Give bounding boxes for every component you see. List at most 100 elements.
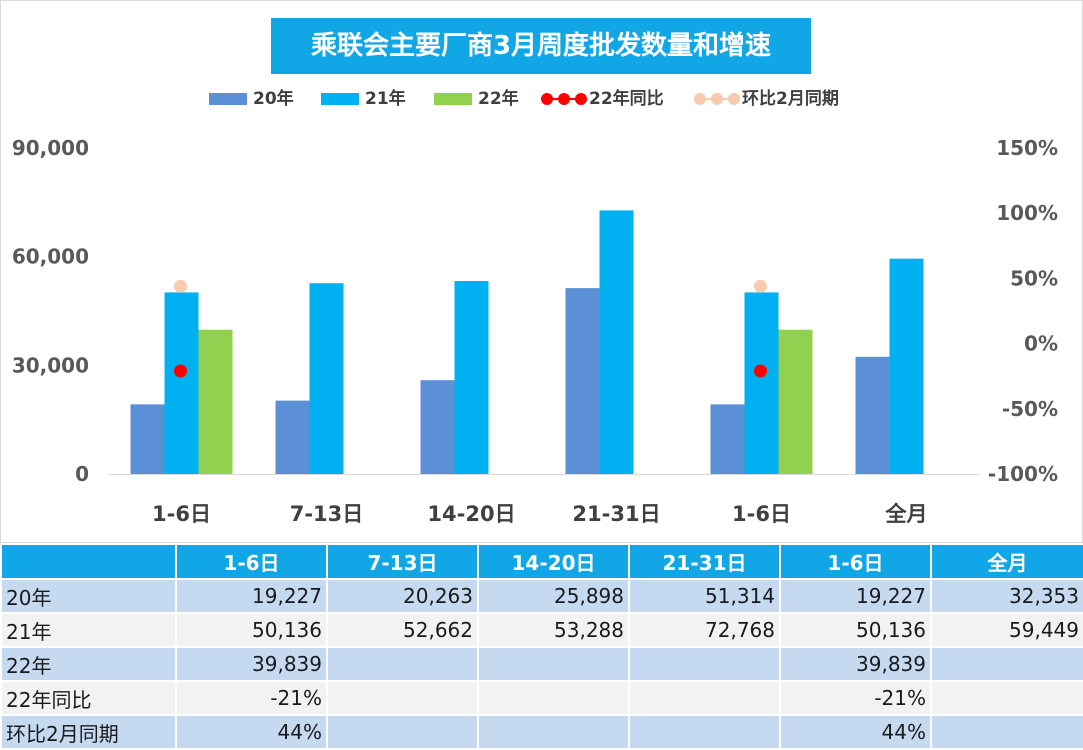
x-axis-tick: 全月 bbox=[885, 502, 928, 526]
bar-21年-0 bbox=[164, 292, 199, 474]
legend-label-22-yoy: 22年同比 bbox=[589, 89, 664, 109]
table-cell bbox=[326, 680, 479, 716]
table-cell: 50,136 bbox=[175, 612, 328, 648]
legend-item-21[interactable]: 21年 bbox=[321, 87, 406, 111]
marker-环比2月同期-0 bbox=[174, 279, 187, 293]
chart-plot: 0 30,000 60,000 90,000 -100% -50% 0% 50% 100% 150… bbox=[12, 136, 1058, 526]
table-cell: 20,263 bbox=[326, 578, 479, 614]
bar-20年-1 bbox=[275, 400, 310, 474]
y-axis-right-tick: 100% bbox=[996, 201, 1058, 225]
legend-label-22: 22年 bbox=[478, 89, 519, 109]
table-cell: 32,353 bbox=[930, 578, 1083, 614]
table-header-corner bbox=[0, 543, 177, 580]
legend-item-20[interactable]: 20年 bbox=[209, 87, 294, 111]
table-cell: 52,662 bbox=[326, 612, 479, 648]
table-cell bbox=[628, 646, 781, 682]
y-axis-left-tick: 30,000 bbox=[12, 353, 89, 377]
legend-swatch-21 bbox=[321, 93, 359, 105]
table-cell bbox=[326, 646, 479, 682]
bar-20年-3 bbox=[565, 288, 600, 474]
table-cell: 39,839 bbox=[779, 646, 932, 682]
table-cell bbox=[930, 714, 1083, 750]
table-cell: 51,314 bbox=[628, 578, 781, 614]
legend-item-22[interactable]: 22年 bbox=[434, 87, 519, 111]
bar-22年-4 bbox=[778, 329, 813, 474]
table-cell: 59,449 bbox=[930, 612, 1083, 648]
table-cell: -21% bbox=[779, 680, 932, 716]
table-cell: 25,898 bbox=[477, 578, 630, 614]
chart-legend: 20年 21年 22年 22年同比 环比2月同期 bbox=[201, 87, 881, 111]
table-cell bbox=[628, 680, 781, 716]
table-cell: -21% bbox=[175, 680, 328, 716]
y-axis-left-tick: 60,000 bbox=[12, 245, 89, 269]
table-cell bbox=[477, 680, 630, 716]
table-cell bbox=[628, 714, 781, 750]
table-row: 22年同比 -21% -21% bbox=[0, 680, 1083, 716]
marker-22年同比-4 bbox=[754, 364, 767, 378]
table-cell: 72,768 bbox=[628, 612, 781, 648]
table-row: 20年 19,227 20,263 25,898 51,314 19,227 3… bbox=[0, 578, 1083, 614]
table-row: 22年 39,839 39,839 bbox=[0, 646, 1083, 682]
x-axis-tick: 1-6日 bbox=[152, 502, 211, 526]
legend-swatch-20 bbox=[209, 93, 247, 105]
table-cell: 19,227 bbox=[175, 578, 328, 614]
legend-item-mom[interactable]: 环比2月同期 bbox=[694, 87, 839, 111]
table-cell bbox=[326, 714, 479, 750]
x-axis-tick: 14-20日 bbox=[427, 502, 515, 526]
table-row-label: 22年 bbox=[0, 646, 177, 682]
table-row-label: 21年 bbox=[0, 612, 177, 648]
table-header-cell: 7-13日 bbox=[326, 543, 479, 580]
table-header-cell: 1-6日 bbox=[779, 543, 932, 580]
table-row-label: 环比2月同期 bbox=[0, 714, 177, 750]
table-cell bbox=[477, 646, 630, 682]
legend-label-mom: 环比2月同期 bbox=[742, 89, 839, 109]
table-header-cell: 14-20日 bbox=[477, 543, 630, 580]
table-cell: 19,227 bbox=[779, 578, 932, 614]
table-cell: 44% bbox=[779, 714, 932, 750]
y-axis-left-tick: 0 bbox=[75, 462, 89, 486]
legend-label-20: 20年 bbox=[253, 89, 294, 109]
bar-20年-5 bbox=[855, 356, 890, 474]
table-row-label: 22年同比 bbox=[0, 680, 177, 716]
table-header-row: 1-6日 7-13日 14-20日 21-31日 1-6日 全月 bbox=[0, 543, 1083, 580]
bar-21年-2 bbox=[454, 280, 489, 474]
marker-22年同比-0 bbox=[174, 364, 187, 378]
table-header-cell: 全月 bbox=[930, 543, 1083, 580]
x-axis-tick: 1-6日 bbox=[732, 502, 791, 526]
table-cell: 50,136 bbox=[779, 612, 932, 648]
bar-20年-2 bbox=[420, 380, 455, 474]
table-cell: 39,839 bbox=[175, 646, 328, 682]
y-axis-right-tick: 150% bbox=[996, 136, 1058, 160]
table-row: 环比2月同期 44% 44% bbox=[0, 714, 1083, 750]
bar-21年-4 bbox=[744, 292, 779, 474]
bar-20年-4 bbox=[710, 404, 745, 474]
y-axis-right-tick: -50% bbox=[1002, 397, 1058, 421]
table-cell bbox=[930, 646, 1083, 682]
table-header-cell: 21-31日 bbox=[628, 543, 781, 580]
data-table: 1-6日 7-13日 14-20日 21-31日 1-6日 全月 20年 19,… bbox=[0, 543, 1083, 750]
table-cell bbox=[930, 680, 1083, 716]
legend-marker-22-yoy bbox=[541, 92, 587, 106]
bar-21年-1 bbox=[309, 283, 344, 474]
bar-21年-5 bbox=[889, 258, 924, 474]
bar-20年-0 bbox=[130, 404, 165, 474]
bar-21年-3 bbox=[599, 210, 634, 474]
y-axis-right-tick: -100% bbox=[988, 462, 1058, 486]
table-cell bbox=[477, 714, 630, 750]
table-cell: 53,288 bbox=[477, 612, 630, 648]
bar-22年-0 bbox=[198, 329, 233, 474]
legend-marker-mom bbox=[694, 92, 740, 106]
x-axis-tick: 7-13日 bbox=[290, 502, 364, 526]
legend-label-21: 21年 bbox=[365, 89, 406, 109]
table-header-cell: 1-6日 bbox=[175, 543, 328, 580]
y-axis-right-tick: 0% bbox=[1024, 332, 1058, 356]
y-axis-right-tick: 50% bbox=[1010, 266, 1058, 290]
legend-item-22-yoy[interactable]: 22年同比 bbox=[541, 87, 664, 111]
legend-swatch-22 bbox=[434, 93, 472, 105]
table-row-label: 20年 bbox=[0, 578, 177, 614]
chart-title: 乘联会主要厂商3月周度批发数量和增速 bbox=[271, 18, 811, 74]
chart-area: 0 30,000 60,000 90,000 -100% -50% 0% 50% 100% 150… bbox=[0, 0, 1083, 543]
y-axis-left-tick: 90,000 bbox=[12, 136, 89, 160]
table-row: 21年 50,136 52,662 53,288 72,768 50,136 5… bbox=[0, 612, 1083, 648]
table-cell: 44% bbox=[175, 714, 328, 750]
